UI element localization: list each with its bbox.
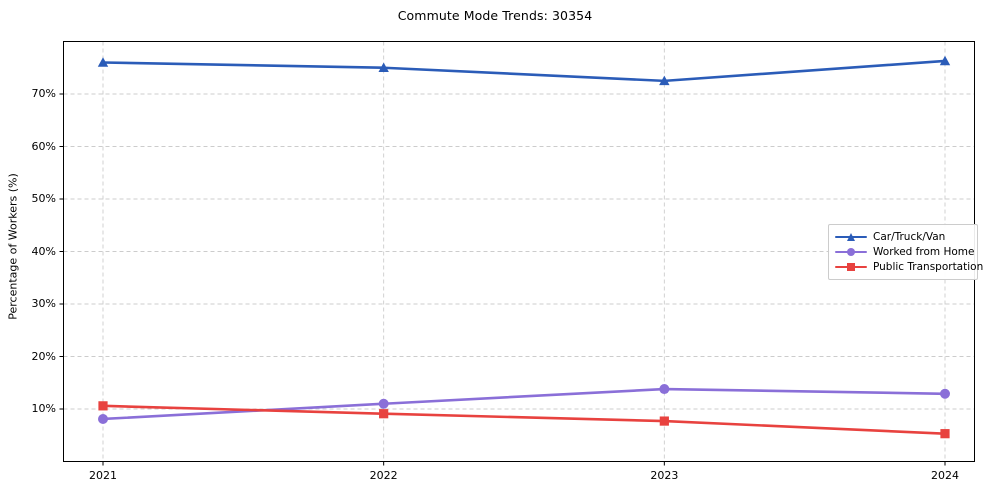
data-point-marker: [97, 57, 109, 67]
y-tick-label: 10%: [31, 402, 56, 415]
data-point-marker: [378, 398, 389, 409]
data-point-marker: [98, 413, 108, 424]
y-tick-label: 20%: [31, 349, 56, 363]
legend-swatch-car: [835, 230, 867, 244]
x-tick-label: 2021: [89, 468, 117, 482]
x-tick-label: 2023: [650, 468, 679, 482]
page-title: Commute Mode Trends: 30354: [397, 8, 593, 23]
data-point-marker: [659, 75, 670, 86]
data-point-marker: [659, 384, 670, 395]
legend-label-car: Car/Truck/Van: [873, 230, 946, 243]
series-line: [101, 59, 947, 83]
y-tick-label: 30%: [31, 297, 56, 310]
data-point-marker: [940, 429, 950, 439]
y-tick-label: 40%: [31, 244, 56, 258]
data-point-marker: [940, 388, 950, 399]
series-line: [101, 387, 947, 421]
legend-swatch-home: [835, 245, 867, 259]
x-tick-label: 2022: [369, 468, 398, 482]
legend-item-transit[interactable]: Public Transportation: [835, 259, 983, 274]
series-home: [98, 384, 950, 424]
legend-item-car[interactable]: Car/Truck/Van: [835, 229, 971, 244]
data-point-marker: [939, 55, 951, 66]
series-line: [101, 404, 947, 435]
series-transit: [98, 401, 950, 439]
x-tick-label: 2024: [931, 468, 959, 482]
data-point-marker: [378, 62, 389, 73]
data-point-marker: [379, 409, 389, 419]
data-series-layer: [97, 55, 951, 439]
legend-label-home: Worked from Home: [873, 245, 975, 258]
chart-legend[interactable]: Car/Truck/Van Worked from Home Public Tr…: [828, 224, 983, 280]
legend-swatch-transit: [835, 260, 867, 274]
y-tick-label: 50%: [31, 192, 56, 205]
legend-item-home[interactable]: Worked from Home: [835, 244, 975, 259]
data-point-marker: [98, 401, 108, 411]
axis-ticks: [59, 93, 946, 466]
series-car: [97, 55, 951, 86]
legend-label-transit: Public Transportation: [873, 260, 984, 273]
data-point-marker: [659, 416, 669, 426]
y-tick-label: 60%: [31, 139, 56, 153]
y-tick-label: 70%: [31, 87, 56, 100]
